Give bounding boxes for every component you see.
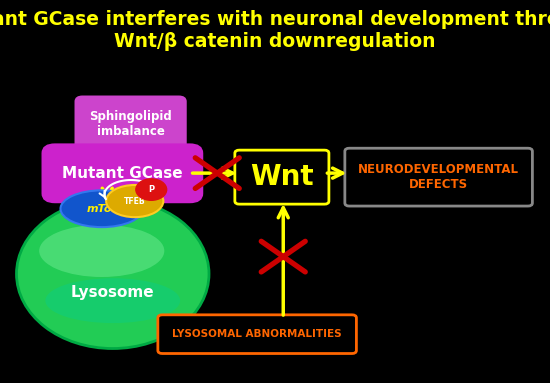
Text: Sphingolipid
imbalance: Sphingolipid imbalance	[89, 110, 172, 137]
FancyBboxPatch shape	[76, 97, 185, 150]
Circle shape	[136, 179, 167, 200]
FancyBboxPatch shape	[235, 150, 329, 204]
Ellipse shape	[60, 190, 143, 227]
Text: NEURODEVELOPMENTAL
DEFECTS: NEURODEVELOPMENTAL DEFECTS	[358, 163, 519, 191]
Ellipse shape	[16, 199, 209, 349]
Text: P: P	[148, 185, 155, 194]
FancyBboxPatch shape	[43, 145, 202, 202]
Text: TFEB: TFEB	[124, 196, 146, 206]
Text: Wnt: Wnt	[250, 163, 313, 191]
Text: Mutant GCase: Mutant GCase	[62, 166, 183, 181]
Text: mTor: mTor	[86, 204, 117, 214]
Ellipse shape	[106, 185, 163, 217]
FancyBboxPatch shape	[345, 148, 532, 206]
Text: Mutant GCase interferes with neuronal development through
Wnt/β catenin downregu: Mutant GCase interferes with neuronal de…	[0, 10, 550, 51]
Text: Lysosome: Lysosome	[71, 285, 155, 301]
Text: LYSOSOMAL ABNORMALITIES: LYSOSOMAL ABNORMALITIES	[172, 329, 342, 339]
FancyBboxPatch shape	[158, 315, 356, 354]
Ellipse shape	[39, 225, 164, 277]
Ellipse shape	[46, 278, 180, 323]
